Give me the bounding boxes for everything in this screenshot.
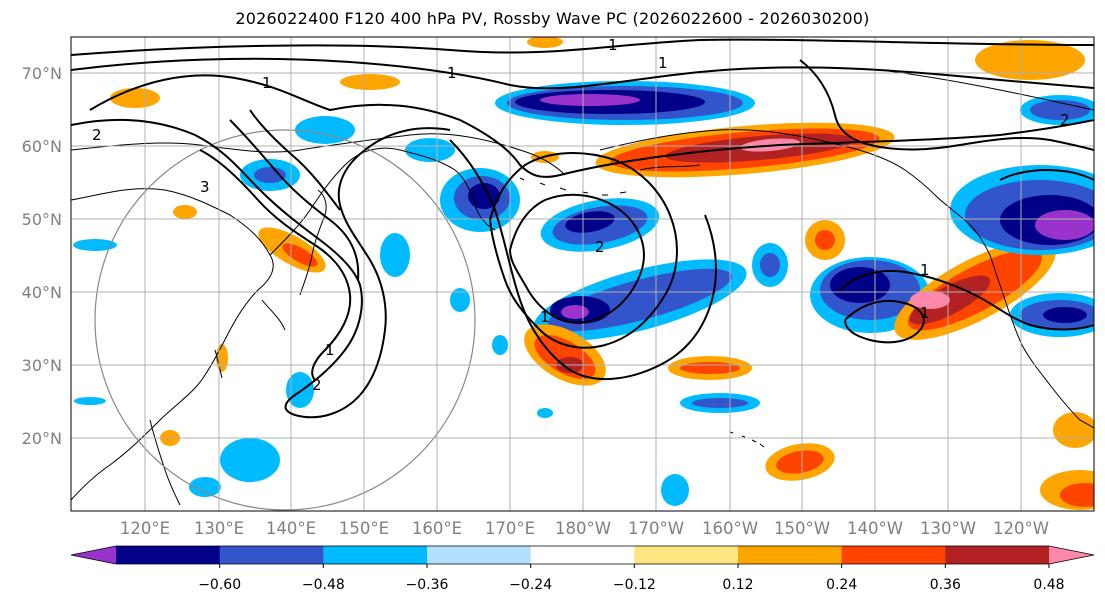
colorbar-tick-label: 0.48 bbox=[1033, 577, 1064, 593]
contour-labels: 1 1 1 2 1 3 1 2 1 1 2 1 2 bbox=[92, 36, 1070, 394]
figure-title: 2026022400 F120 400 hPa PV, Rossby Wave … bbox=[235, 9, 870, 28]
latitude-labels: 70°N 60°N 50°N 40°N 30°N 20°N bbox=[22, 64, 62, 448]
contour-label: 1 bbox=[608, 36, 618, 54]
lon-label: 160°W bbox=[702, 519, 758, 538]
contour-label: 1 bbox=[325, 341, 335, 359]
longitude-labels: 120°E 130°E 140°E 150°E 160°E 170°E 180°… bbox=[120, 519, 1049, 538]
colorbar-segment bbox=[841, 546, 946, 564]
colorbar-segment bbox=[323, 546, 428, 564]
contour-label: 2 bbox=[312, 376, 322, 394]
lon-label: 150°E bbox=[339, 519, 389, 538]
colorbar-segment bbox=[945, 546, 1050, 564]
contour-label: 1 bbox=[262, 74, 272, 92]
contour-label: 2 bbox=[92, 126, 102, 144]
colorbar-tick-label: 0.24 bbox=[826, 577, 857, 593]
contour-label: 1 bbox=[658, 54, 668, 72]
lat-label: 60°N bbox=[22, 137, 62, 156]
lon-label: 130°E bbox=[194, 519, 244, 538]
lat-label: 50°N bbox=[22, 210, 62, 229]
lat-label: 30°N bbox=[22, 356, 62, 375]
colorbar-tick-label: −0.36 bbox=[406, 577, 449, 593]
colorbar-extend-max bbox=[1049, 546, 1094, 564]
colorbar-segment bbox=[738, 546, 843, 564]
lon-label: 140°W bbox=[847, 519, 903, 538]
contour-label: 2 bbox=[1060, 111, 1070, 129]
lon-label: 130°W bbox=[920, 519, 976, 538]
lon-label: 180°W bbox=[555, 519, 611, 538]
pv-contours bbox=[71, 38, 1094, 419]
colorbar-segment bbox=[530, 546, 635, 564]
contour-label: 1 bbox=[540, 308, 550, 326]
lon-label: 160°E bbox=[412, 519, 462, 538]
colorbar-tick-label: −0.12 bbox=[613, 577, 656, 593]
contour-label: 2 bbox=[595, 238, 605, 256]
lat-label: 40°N bbox=[22, 283, 62, 302]
contour-label: 1 bbox=[920, 261, 930, 279]
lon-label: 170°E bbox=[485, 519, 535, 538]
lat-label: 20°N bbox=[22, 429, 62, 448]
colorbar-tick-label: 0.12 bbox=[722, 577, 753, 593]
colorbar-tick-label: −0.60 bbox=[198, 577, 241, 593]
contour-label: 1 bbox=[920, 304, 930, 322]
lon-label: 170°W bbox=[628, 519, 684, 538]
gridlines bbox=[71, 37, 1094, 511]
colorbar-extend-min bbox=[71, 546, 116, 564]
colorbar-outline bbox=[70, 545, 1095, 565]
colorbar-segment bbox=[634, 546, 739, 564]
lon-label: 150°W bbox=[774, 519, 830, 538]
lat-label: 70°N bbox=[22, 64, 62, 83]
colorbar-segment bbox=[427, 546, 532, 564]
colorbar-tick-label: −0.24 bbox=[509, 577, 552, 593]
range-ring bbox=[94, 129, 476, 511]
colorbar-segment bbox=[219, 546, 324, 564]
colorbar: −0.60 −0.48 −0.36 −0.24 −0.12 0.12 0.24 0.36 0.4… bbox=[70, 545, 1095, 593]
colorbar-segment bbox=[116, 546, 221, 564]
coastlines bbox=[71, 69, 1094, 506]
lon-label: 120°E bbox=[120, 519, 170, 538]
lon-label: 120°W bbox=[993, 519, 1049, 538]
contour-label: 3 bbox=[200, 178, 210, 196]
map-frame bbox=[70, 36, 1095, 512]
contour-label: 1 bbox=[447, 64, 457, 82]
colorbar-tick-label: 0.36 bbox=[930, 577, 961, 593]
lon-label: 140°E bbox=[266, 519, 316, 538]
colorbar-tick-label: −0.48 bbox=[302, 577, 345, 593]
